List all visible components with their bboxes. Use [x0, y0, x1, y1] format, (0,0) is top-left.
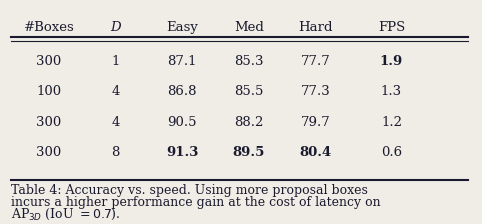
Text: 300: 300 — [36, 146, 62, 159]
Text: 85.3: 85.3 — [234, 55, 264, 68]
Text: 85.5: 85.5 — [234, 86, 264, 99]
Text: 77.3: 77.3 — [300, 86, 330, 99]
Text: 1.2: 1.2 — [381, 116, 402, 129]
Text: 1.3: 1.3 — [381, 86, 402, 99]
Text: incurs a higher performance gain at the cost of latency on: incurs a higher performance gain at the … — [11, 196, 380, 209]
Text: 4: 4 — [111, 116, 120, 129]
Text: #Boxes: #Boxes — [24, 21, 74, 34]
Text: AP$_{3D}$ (IoU $= 0.7$).: AP$_{3D}$ (IoU $= 0.7$). — [11, 207, 120, 222]
Text: 90.5: 90.5 — [167, 116, 197, 129]
Text: FPS: FPS — [378, 21, 405, 34]
Text: D: D — [110, 21, 121, 34]
Text: Med: Med — [234, 21, 264, 34]
Text: 89.5: 89.5 — [232, 146, 265, 159]
Text: Easy: Easy — [166, 21, 198, 34]
Text: 4: 4 — [111, 86, 120, 99]
Text: 79.7: 79.7 — [300, 116, 330, 129]
Text: 80.4: 80.4 — [299, 146, 332, 159]
Text: 1: 1 — [111, 55, 120, 68]
Text: 87.1: 87.1 — [167, 55, 197, 68]
Text: 1.9: 1.9 — [380, 55, 403, 68]
Text: 300: 300 — [36, 55, 62, 68]
Text: 86.8: 86.8 — [167, 86, 197, 99]
Text: Hard: Hard — [298, 21, 333, 34]
Text: 8: 8 — [111, 146, 120, 159]
Text: 300: 300 — [36, 116, 62, 129]
Text: 77.7: 77.7 — [300, 55, 330, 68]
Text: Table 4: Accuracy vs. speed. Using more proposal boxes: Table 4: Accuracy vs. speed. Using more … — [11, 184, 368, 197]
Text: 91.3: 91.3 — [166, 146, 198, 159]
Text: 100: 100 — [37, 86, 62, 99]
Text: 0.6: 0.6 — [381, 146, 402, 159]
Text: 88.2: 88.2 — [234, 116, 264, 129]
